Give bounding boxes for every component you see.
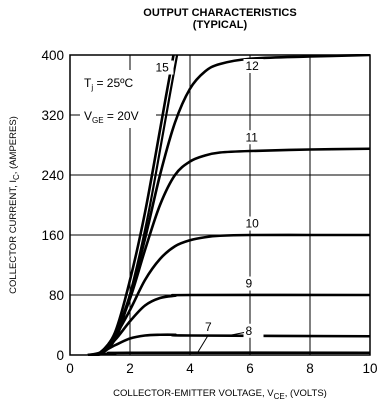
curve-label-bg [243, 216, 264, 231]
junction-temperature-note: Tj = 25ºC [84, 76, 134, 92]
y-tick-label: 240 [41, 168, 64, 183]
gate-voltage-note: VGE = 20V [84, 109, 139, 125]
curve-label-bg [203, 320, 223, 334]
x-tick-label: 6 [246, 361, 254, 376]
x-tick-label: 0 [66, 361, 74, 376]
curve-label-12: 12 [246, 59, 260, 73]
curve-label-11: 11 [246, 130, 259, 144]
curve-label-15: 15 [156, 61, 170, 75]
curve-label-bg [153, 60, 174, 75]
curve-label-bg [243, 276, 264, 291]
x-tick-label: 2 [126, 361, 134, 376]
leader-line-8 [228, 332, 245, 336]
annotation-box [80, 70, 156, 128]
chart-subtitle: (TYPICAL) [192, 19, 248, 31]
leader-line-7 [197, 335, 209, 354]
y-tick-label: 160 [41, 228, 64, 243]
curve-label-bg [243, 59, 264, 73]
series-line-vge-10 [87, 233, 370, 356]
y-tick-label: 80 [49, 288, 64, 303]
curve-label-8: 8 [246, 324, 253, 338]
x-tick-label: 8 [306, 361, 314, 376]
curve-label-bg [243, 130, 264, 145]
x-tick-label: 4 [186, 361, 194, 376]
chart-title: OUTPUT CHARACTERISTICS [143, 7, 297, 19]
y-tick-label: 400 [41, 48, 64, 63]
curve-label-9: 9 [246, 277, 253, 291]
curve-label-bg [243, 323, 264, 338]
y-tick-label: 320 [41, 108, 64, 123]
plot-frame [69, 54, 371, 356]
y-axis-label: COLLECTOR CURRENT, IC, (AMPERES) [8, 116, 21, 294]
curve-label-7: 7 [205, 320, 212, 334]
x-axis-label: COLLECTOR-EMITTER VOLTAGE, VCE, (VOLTS) [113, 388, 327, 401]
series-line-vge-9 [87, 293, 370, 356]
x-tick-label: 10 [362, 361, 377, 376]
series-line-vge-15-b [91, 54, 179, 356]
curve-label-10: 10 [246, 217, 260, 231]
y-tick-label: 0 [56, 348, 64, 363]
